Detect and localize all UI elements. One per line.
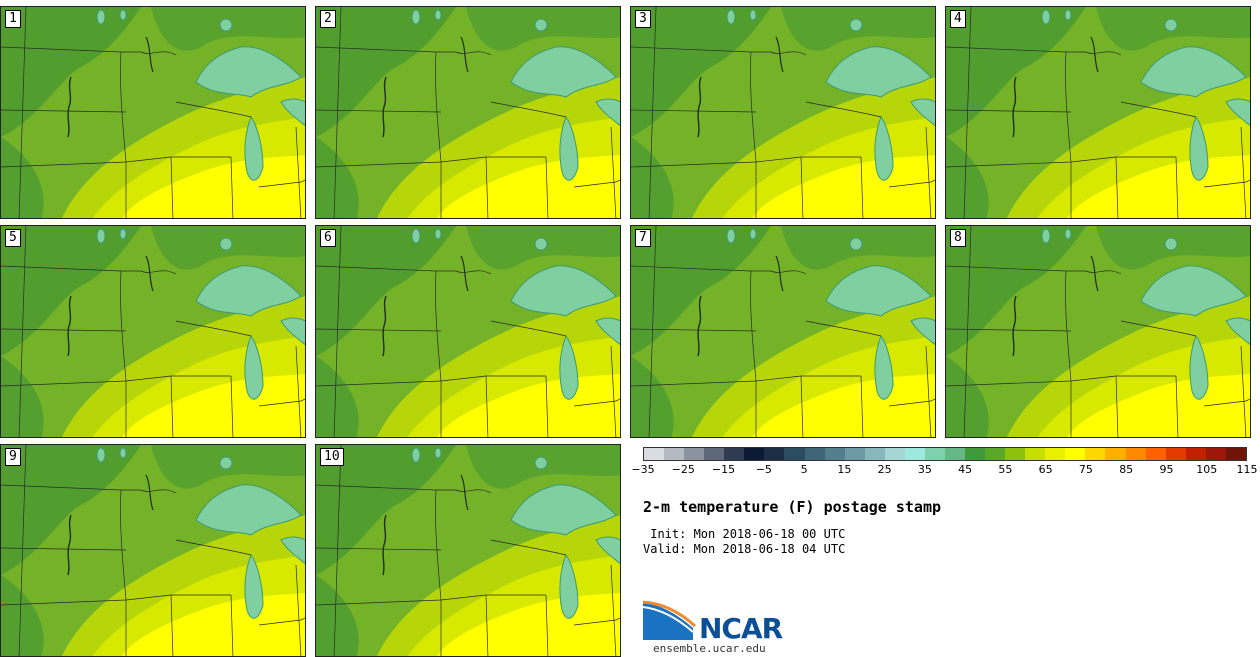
member-number: 4: [950, 10, 966, 28]
colorbar-tick-label: 25: [877, 463, 892, 476]
colorbar-swatch: [1205, 448, 1226, 460]
member-number: 1: [5, 10, 21, 28]
colorbar-swatch: [985, 448, 1006, 460]
colorbar-swatch: [1065, 448, 1086, 460]
colorbar-swatch: [1005, 448, 1026, 460]
colorbar-swatch: [884, 448, 905, 460]
colorbar-swatch: [1085, 448, 1106, 460]
colorbar-swatch: [1165, 448, 1186, 460]
member-number: 10: [320, 448, 344, 466]
colorbar-swatch: [704, 448, 725, 460]
colorbar-tick-label: 5: [800, 463, 808, 476]
colorbar-swatch: [904, 448, 925, 460]
colorbar-swatch: [844, 448, 865, 460]
colorbar: [643, 447, 1247, 461]
colorbar-tick-label: 105: [1196, 463, 1218, 476]
valid-time: Valid: Mon 2018-06-18 04 UTC: [643, 542, 846, 556]
colorbar-swatch: [864, 448, 885, 460]
colorbar-tick-label: 35: [917, 463, 932, 476]
stamp-panel: 5: [0, 225, 306, 438]
colorbar-ticks: −35 −25 −15 −5 5 15 25 35 45 55 65 75 85 95 105 115: [631, 463, 1257, 481]
colorbar-swatch: [1105, 448, 1126, 460]
init-time: Init: Mon 2018-06-18 00 UTC: [643, 527, 846, 541]
member-number: 2: [320, 10, 336, 28]
stamp-panel: 8: [945, 225, 1251, 438]
logo-url: ensemble.ucar.edu: [653, 642, 766, 655]
colorbar-tick-label: −35: [631, 463, 655, 476]
stamp-panel: 1: [0, 6, 306, 219]
colorbar-swatch: [924, 448, 945, 460]
colorbar-swatch: [1045, 448, 1066, 460]
stamp-panel: 6: [315, 225, 621, 438]
colorbar-tick-label: 95: [1159, 463, 1174, 476]
member-number: 9: [5, 448, 21, 466]
colorbar-swatch: [1025, 448, 1046, 460]
colorbar-tick-label: 55: [998, 463, 1013, 476]
colorbar-tick-label: 85: [1119, 463, 1134, 476]
colorbar-swatch: [1225, 448, 1246, 460]
colorbar-swatch: [764, 448, 785, 460]
member-number: 8: [950, 229, 966, 247]
stamp-panel: 7: [630, 225, 936, 438]
colorbar-swatch: [744, 448, 765, 460]
colorbar-swatch: [965, 448, 986, 460]
member-number: 6: [320, 229, 336, 247]
colorbar-tick-label: −15: [711, 463, 736, 476]
colorbar-tick-label: 15: [837, 463, 852, 476]
colorbar-swatch: [944, 448, 965, 460]
member-number: 7: [635, 229, 651, 247]
colorbar-swatch: [1125, 448, 1146, 460]
member-number: 5: [5, 229, 21, 247]
colorbar-swatch: [1145, 448, 1166, 460]
ncar-logo-icon: [643, 600, 697, 640]
stamp-panel: 2: [315, 6, 621, 219]
colorbar-swatch: [824, 448, 845, 460]
colorbar-swatch: [1185, 448, 1206, 460]
colorbar-tick-label: −25: [671, 463, 695, 476]
colorbar-swatch: [644, 448, 665, 460]
colorbar-swatch: [804, 448, 825, 460]
stamp-panel: 4: [945, 6, 1251, 219]
colorbar-swatch: [664, 448, 685, 460]
stamp-panel: 3: [630, 6, 936, 219]
stamp-panel: 10: [315, 444, 621, 657]
colorbar-swatch: [784, 448, 805, 460]
colorbar-tick-label: 45: [958, 463, 973, 476]
colorbar-tick-label: 115: [1236, 463, 1258, 476]
colorbar-tick-label: 75: [1078, 463, 1093, 476]
plot-title: 2-m temperature (F) postage stamp: [643, 498, 942, 516]
logo-name: NCAR: [699, 612, 783, 645]
colorbar-tick-label: 65: [1038, 463, 1053, 476]
stamp-panel: 9: [0, 444, 306, 657]
member-number: 3: [635, 10, 651, 28]
colorbar-tick-label: −5: [755, 463, 772, 476]
colorbar-swatch: [724, 448, 745, 460]
colorbar-swatch: [684, 448, 705, 460]
